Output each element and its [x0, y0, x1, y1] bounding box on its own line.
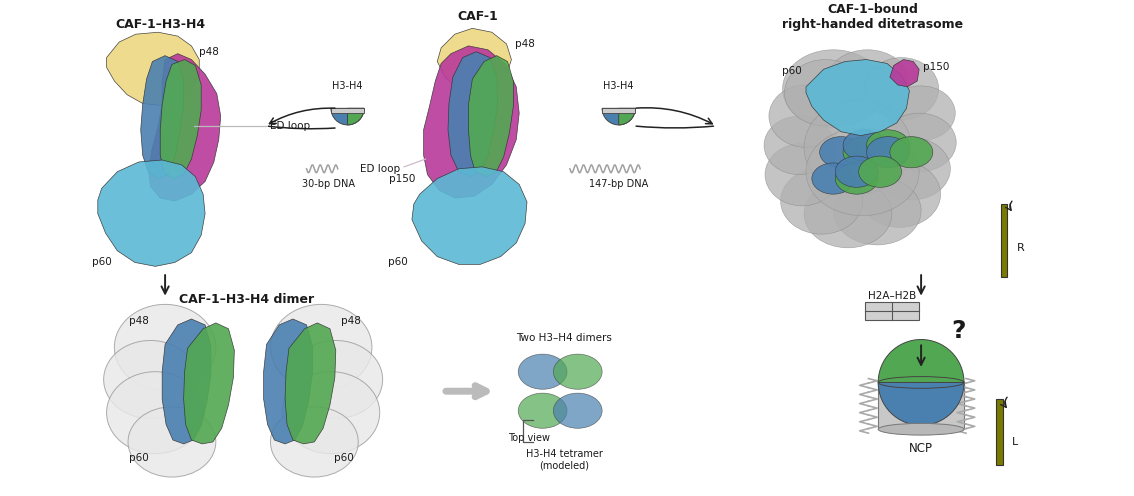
- Text: p60: p60: [92, 257, 111, 267]
- Ellipse shape: [812, 163, 855, 194]
- Text: ?: ?: [951, 319, 965, 343]
- Text: ED loop: ED loop: [361, 164, 400, 174]
- Text: p150: p150: [923, 62, 949, 72]
- Text: H3-H4 tetramer
(modeled): H3-H4 tetramer (modeled): [526, 449, 602, 470]
- Ellipse shape: [843, 130, 886, 161]
- Polygon shape: [263, 319, 312, 444]
- Bar: [602, 108, 635, 113]
- Ellipse shape: [270, 407, 358, 477]
- Ellipse shape: [833, 177, 921, 245]
- Bar: [878, 382, 964, 429]
- Ellipse shape: [858, 156, 902, 187]
- Polygon shape: [149, 54, 221, 201]
- Ellipse shape: [872, 137, 950, 200]
- Ellipse shape: [836, 156, 878, 187]
- Polygon shape: [285, 323, 336, 444]
- Wedge shape: [619, 108, 635, 125]
- Text: H2A–H2B: H2A–H2B: [868, 291, 916, 301]
- Ellipse shape: [107, 372, 204, 454]
- Ellipse shape: [518, 393, 567, 428]
- Ellipse shape: [518, 354, 567, 389]
- Text: p60: p60: [333, 452, 354, 463]
- Wedge shape: [602, 108, 635, 125]
- Ellipse shape: [553, 354, 602, 389]
- Wedge shape: [347, 108, 364, 125]
- Polygon shape: [184, 323, 235, 444]
- Bar: [996, 399, 1002, 465]
- Text: Top view: Top view: [508, 433, 550, 443]
- Ellipse shape: [780, 168, 863, 234]
- Ellipse shape: [115, 305, 215, 390]
- Ellipse shape: [864, 58, 939, 120]
- Wedge shape: [878, 382, 964, 426]
- Polygon shape: [468, 56, 514, 177]
- Text: NCP: NCP: [909, 442, 933, 455]
- Ellipse shape: [769, 85, 843, 147]
- Text: R: R: [1017, 243, 1024, 253]
- Text: p48: p48: [515, 39, 535, 49]
- Polygon shape: [141, 56, 184, 179]
- Text: p60: p60: [388, 257, 408, 267]
- Ellipse shape: [553, 393, 602, 428]
- Text: p48: p48: [340, 316, 361, 326]
- Ellipse shape: [782, 50, 885, 128]
- Text: Two H3–H4 dimers: Two H3–H4 dimers: [516, 332, 612, 343]
- Ellipse shape: [836, 163, 878, 194]
- Text: L: L: [1012, 437, 1018, 447]
- Text: 147-bp DNA: 147-bp DNA: [589, 180, 649, 189]
- Text: CAF-1–H3-H4 dimer: CAF-1–H3-H4 dimer: [178, 293, 314, 306]
- Ellipse shape: [858, 161, 940, 227]
- Ellipse shape: [270, 305, 372, 390]
- Text: p150: p150: [389, 174, 416, 184]
- Polygon shape: [806, 60, 909, 135]
- Polygon shape: [890, 60, 920, 87]
- Polygon shape: [107, 32, 200, 105]
- Ellipse shape: [843, 136, 886, 168]
- Text: p48: p48: [129, 316, 149, 326]
- Ellipse shape: [827, 50, 908, 112]
- Polygon shape: [412, 167, 527, 264]
- Ellipse shape: [804, 180, 891, 248]
- Text: p60: p60: [782, 66, 802, 76]
- Ellipse shape: [887, 86, 955, 140]
- Text: CAF-1–H3-H4: CAF-1–H3-H4: [116, 18, 205, 31]
- Text: p48: p48: [200, 47, 219, 57]
- Ellipse shape: [765, 143, 839, 206]
- Ellipse shape: [282, 372, 380, 454]
- Ellipse shape: [882, 113, 956, 172]
- Ellipse shape: [804, 101, 912, 194]
- Text: H3-H4: H3-H4: [603, 81, 634, 91]
- Ellipse shape: [866, 130, 909, 161]
- Polygon shape: [438, 28, 511, 93]
- Polygon shape: [448, 52, 498, 177]
- Text: p60: p60: [129, 452, 149, 463]
- Wedge shape: [878, 339, 964, 382]
- Ellipse shape: [866, 136, 909, 168]
- Ellipse shape: [128, 407, 215, 477]
- Text: 30-bp DNA: 30-bp DNA: [302, 180, 355, 189]
- Ellipse shape: [890, 136, 933, 168]
- Polygon shape: [162, 319, 211, 444]
- Polygon shape: [98, 160, 205, 266]
- Polygon shape: [424, 46, 519, 198]
- Text: CAF-1: CAF-1: [457, 10, 498, 23]
- Bar: [1000, 204, 1007, 277]
- Bar: [331, 108, 364, 113]
- Text: H3-H4: H3-H4: [332, 81, 363, 91]
- Ellipse shape: [289, 340, 382, 419]
- Text: ED loop: ED loop: [270, 121, 311, 131]
- Ellipse shape: [820, 136, 863, 168]
- Bar: [864, 303, 920, 320]
- Ellipse shape: [785, 60, 866, 126]
- Text: CAF-1–bound
right-handed ditetrasome: CAF-1–bound right-handed ditetrasome: [781, 2, 963, 31]
- Ellipse shape: [806, 128, 920, 216]
- Ellipse shape: [878, 424, 964, 435]
- Polygon shape: [160, 60, 201, 179]
- Ellipse shape: [103, 340, 197, 419]
- Ellipse shape: [764, 116, 835, 175]
- Wedge shape: [331, 108, 364, 125]
